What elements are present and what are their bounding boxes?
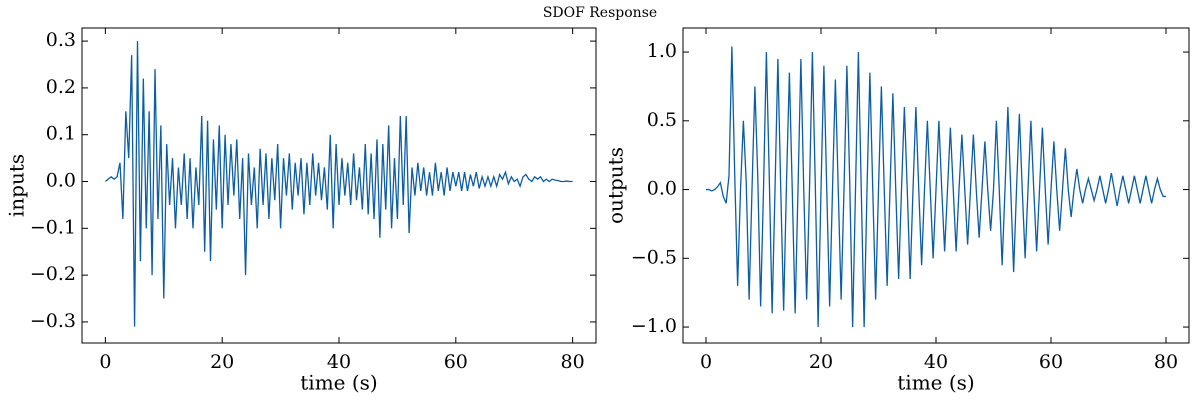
y-tick-label: 0.0 xyxy=(647,178,677,200)
y-tick-label: −0.2 xyxy=(30,263,76,285)
x-tick-label: 40 xyxy=(924,351,948,373)
x-tick-label: 20 xyxy=(809,351,833,373)
y-tick-label: −0.1 xyxy=(30,216,76,238)
y-axis-label: inputs xyxy=(5,154,29,217)
y-tick-label: 0.2 xyxy=(46,76,76,98)
x-tick-label: 60 xyxy=(444,351,468,373)
x-tick-label: 80 xyxy=(561,351,585,373)
y-tick-label: 0.1 xyxy=(46,123,76,145)
x-tick-label: 40 xyxy=(327,351,351,373)
x-axis-label: time (s) xyxy=(897,371,974,395)
y-axis-label: outputs xyxy=(604,147,628,224)
x-tick-label: 20 xyxy=(210,351,234,373)
y-tick-label: 1.0 xyxy=(647,40,677,62)
x-axis-label: time (s) xyxy=(300,371,377,395)
x-tick-label: 80 xyxy=(1154,351,1178,373)
x-tick-label: 0 xyxy=(700,351,712,373)
figure-title: SDOF Response xyxy=(543,5,657,21)
y-tick-label: 0.3 xyxy=(46,29,76,51)
y-tick-label: 0.0 xyxy=(46,170,76,192)
y-tick-label: −0.5 xyxy=(631,246,677,268)
x-tick-label: 60 xyxy=(1039,351,1063,373)
data-line xyxy=(104,41,573,327)
data-line xyxy=(706,46,1166,328)
y-tick-label: −1.0 xyxy=(631,315,677,337)
y-tick-label: −0.3 xyxy=(30,310,76,332)
x-tick-label: 0 xyxy=(99,351,111,373)
y-tick-label: 0.5 xyxy=(647,109,677,131)
